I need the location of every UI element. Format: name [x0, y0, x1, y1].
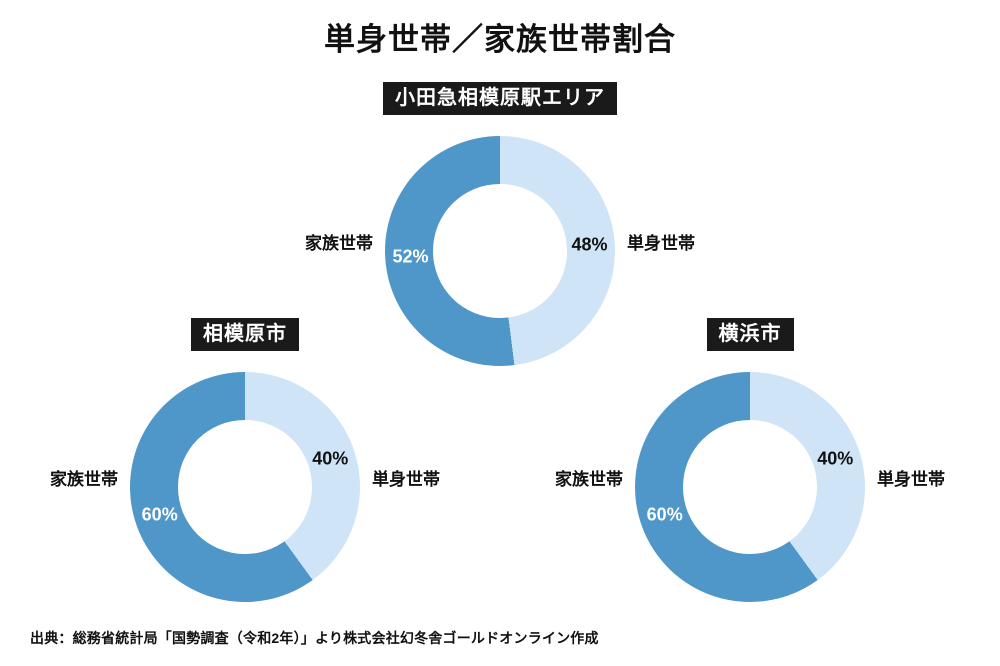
family-household-label: 家族世帯: [50, 469, 118, 489]
chart-title-badge: 小田急相模原駅エリア: [383, 82, 617, 115]
donut-ring: 40% 60%: [635, 372, 865, 602]
chart-title-badge: 横浜市: [706, 318, 794, 351]
segment-percent-single: 48%: [571, 234, 608, 255]
segment-percent-family: 52%: [392, 246, 429, 267]
single-household-label: 単身世帯: [627, 233, 695, 253]
segment-percent-single: 40%: [312, 448, 349, 469]
donut-ring: 40% 60%: [130, 372, 360, 602]
donut-chart-odakyu-sagamihara-area: 小田急相模原駅エリア 家族世帯 48% 52% 単身世帯: [293, 82, 707, 366]
single-household-label: 単身世帯: [372, 469, 440, 489]
donut-chart-sagamihara-city: 相模原市 家族世帯 40% 60% 単身世帯: [38, 318, 452, 602]
donut-ring: 48% 52%: [385, 136, 615, 366]
family-household-label: 家族世帯: [305, 233, 373, 253]
segment-percent-family: 60%: [141, 504, 178, 525]
source-note: 出典：総務省統計局「国勢調査（令和2年）」より株式会社幻冬舎ゴールドオンライン作…: [30, 630, 599, 646]
donut-row: 家族世帯 40% 60% 単身世帯: [38, 372, 452, 602]
family-household-label: 家族世帯: [555, 469, 623, 489]
donut-row: 家族世帯 48% 52% 単身世帯: [293, 136, 707, 366]
page-title: 単身世帯／家族世帯割合: [324, 22, 676, 57]
chart-title-badge-wrap: 小田急相模原駅エリア: [293, 82, 707, 115]
donut-chart-yokohama-city: 横浜市 家族世帯 40% 60% 単身世帯: [543, 318, 957, 602]
chart-title-badge-wrap: 横浜市: [543, 318, 957, 351]
segment-percent-single: 40%: [817, 448, 854, 469]
chart-title-badge: 相模原市: [191, 318, 299, 351]
chart-title-badge-wrap: 相模原市: [38, 318, 452, 351]
donut-row: 家族世帯 40% 60% 単身世帯: [543, 372, 957, 602]
single-household-label: 単身世帯: [877, 469, 945, 489]
segment-percent-family: 60%: [646, 504, 683, 525]
